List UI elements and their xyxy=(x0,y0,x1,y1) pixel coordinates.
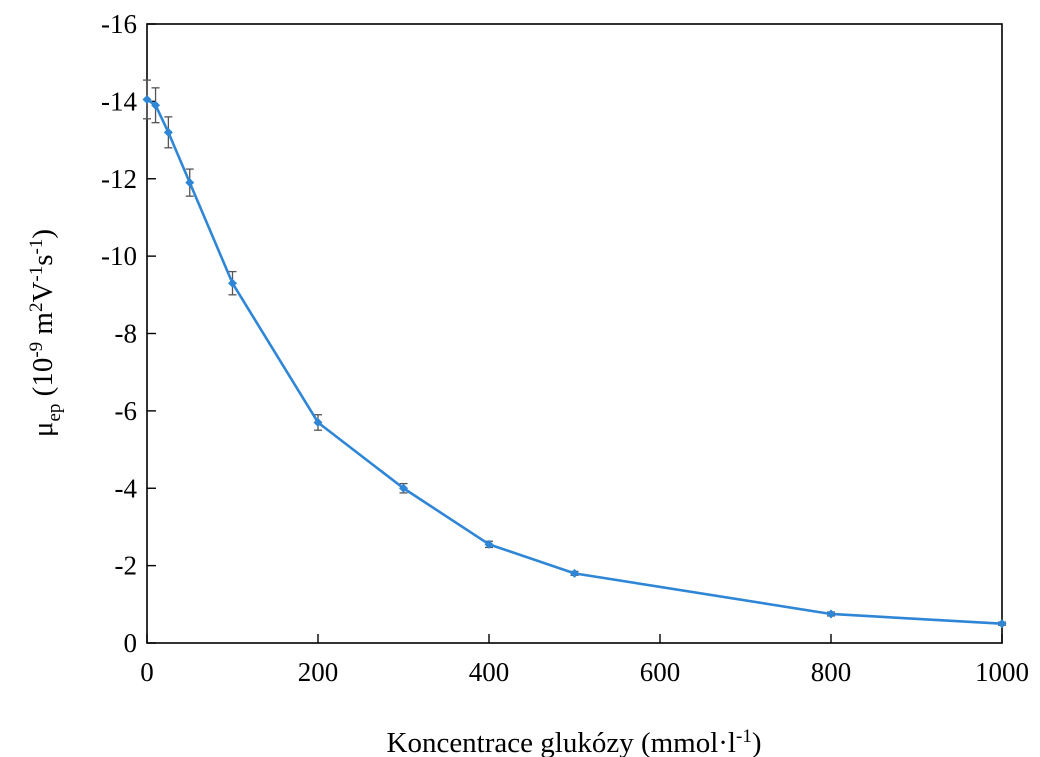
y-axis-title: μep (10-9 m2V-1s-1) xyxy=(26,229,65,437)
y-tick-label: -8 xyxy=(115,319,138,349)
data-point xyxy=(570,568,579,578)
y-tick-label: -12 xyxy=(101,164,137,194)
y-tick-label: -2 xyxy=(115,551,138,581)
data-point xyxy=(399,483,408,493)
y-tick-label: -16 xyxy=(101,9,137,39)
data-point xyxy=(142,94,152,104)
x-tick-label: 200 xyxy=(298,657,339,687)
data-point xyxy=(185,178,195,188)
data-point xyxy=(313,417,323,427)
x-tick-label: 600 xyxy=(640,657,681,687)
data-point xyxy=(484,539,494,549)
y-tick-label: -10 xyxy=(101,241,137,271)
y-tick-label: 0 xyxy=(124,628,138,658)
x-tick-label: 800 xyxy=(811,657,852,687)
x-axis-title: Koncentrace glukózy (mmol·l-1) xyxy=(387,726,762,757)
y-tick-label: -6 xyxy=(115,396,138,426)
y-tick-label: -14 xyxy=(101,86,137,116)
data-point xyxy=(997,619,1007,629)
plot-area-frame xyxy=(146,23,1003,644)
series-line xyxy=(146,98,1003,625)
data-point xyxy=(228,278,237,288)
data-point xyxy=(826,609,836,619)
x-tick-label: 0 xyxy=(140,657,154,687)
x-tick-label: 1000 xyxy=(975,657,1029,687)
y-tick-label: -4 xyxy=(115,473,138,503)
data-point xyxy=(151,100,161,110)
x-tick-label: 400 xyxy=(469,657,510,687)
data-point xyxy=(163,127,173,137)
